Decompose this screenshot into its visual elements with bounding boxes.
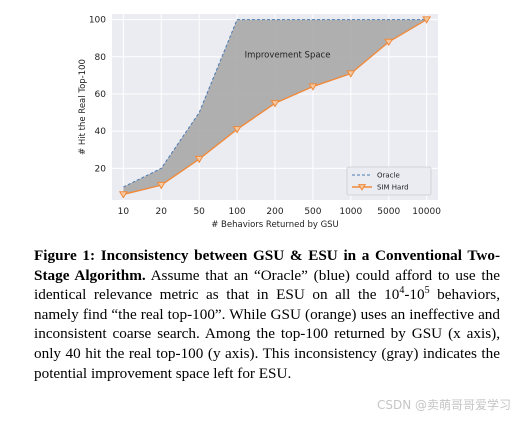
y-tick-label: 20 [95, 164, 107, 174]
sim-hard-point [156, 181, 166, 190]
x-tick-label: 5000 [377, 207, 400, 217]
improvement-space-annotation: Improvement Space [245, 51, 331, 61]
tick-labels: 20 40 60 80 100 10 20 50 100 200 500 1000 5000 10000 [89, 16, 441, 217]
sim-hard-point [346, 70, 356, 78]
legend-sim-hard-label: SIM Hard [377, 184, 409, 192]
x-tick-label: 20 [156, 207, 168, 217]
series-layer [118, 16, 432, 199]
x-tick-label: 50 [193, 207, 205, 217]
caption-text-1: Assume that an “Oracle” (blue) could aff… [34, 266, 500, 304]
y-tick-label: 80 [95, 53, 107, 63]
x-tick-label: 10000 [412, 207, 441, 217]
y-axis-label: # Hit the Real Top-100 [78, 59, 88, 155]
improvement-space-area [123, 19, 427, 195]
legend-box [346, 166, 432, 196]
y-tick-label: 100 [89, 16, 106, 26]
x-tick-label: 200 [266, 207, 283, 217]
sim-hard-point [422, 16, 432, 24]
x-axis-label: # Behaviors Returned by GSU [211, 220, 339, 230]
legend-oracle-label: Oracle [377, 172, 400, 180]
legend: Oracle SIM Hard [346, 166, 432, 196]
y-tick-label: 40 [95, 127, 107, 137]
caption-sup-1: 4 [399, 285, 405, 297]
caption-sup-2: 5 [424, 285, 430, 297]
caption-text-3: behaviors, namely find “the real top-100… [34, 286, 501, 382]
figure-caption: Figure 1: Inconsistency between GSU & ES… [34, 246, 500, 383]
y-tick-label: 60 [95, 90, 107, 100]
sim-hard-point [194, 155, 204, 164]
sim-hard-point [118, 191, 128, 199]
sim-hard-point [308, 83, 318, 91]
x-tick-label: 10 [118, 207, 130, 217]
chart-container: 20 40 60 80 100 10 20 50 100 200 500 1000 5000 10000 … [78, 14, 441, 230]
watermark: CSDN @卖萌哥哥爱学习 [376, 398, 511, 412]
x-tick-label: 100 [228, 207, 245, 217]
legend-sim-hard-marker [357, 184, 367, 191]
x-tick-label: 500 [304, 207, 321, 217]
sim-hard-point [270, 100, 280, 108]
sim-hard-point [232, 126, 242, 134]
caption-text-2: -10 [404, 286, 425, 304]
sim-hard-point [384, 38, 394, 47]
caption-figure-label: Figure 1: Inconsistency between GSU & ES… [34, 247, 500, 284]
x-tick-label: 1000 [339, 207, 362, 217]
